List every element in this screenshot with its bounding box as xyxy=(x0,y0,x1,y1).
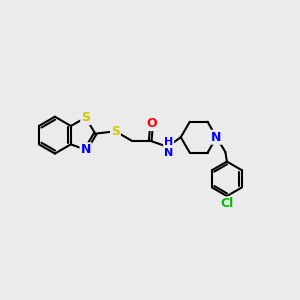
Text: N: N xyxy=(211,131,222,144)
Text: Cl: Cl xyxy=(220,197,233,210)
Text: O: O xyxy=(146,117,157,130)
Text: N: N xyxy=(80,143,91,156)
Text: S: S xyxy=(81,111,90,124)
Text: H
N: H N xyxy=(164,136,173,158)
Text: S: S xyxy=(111,125,120,138)
